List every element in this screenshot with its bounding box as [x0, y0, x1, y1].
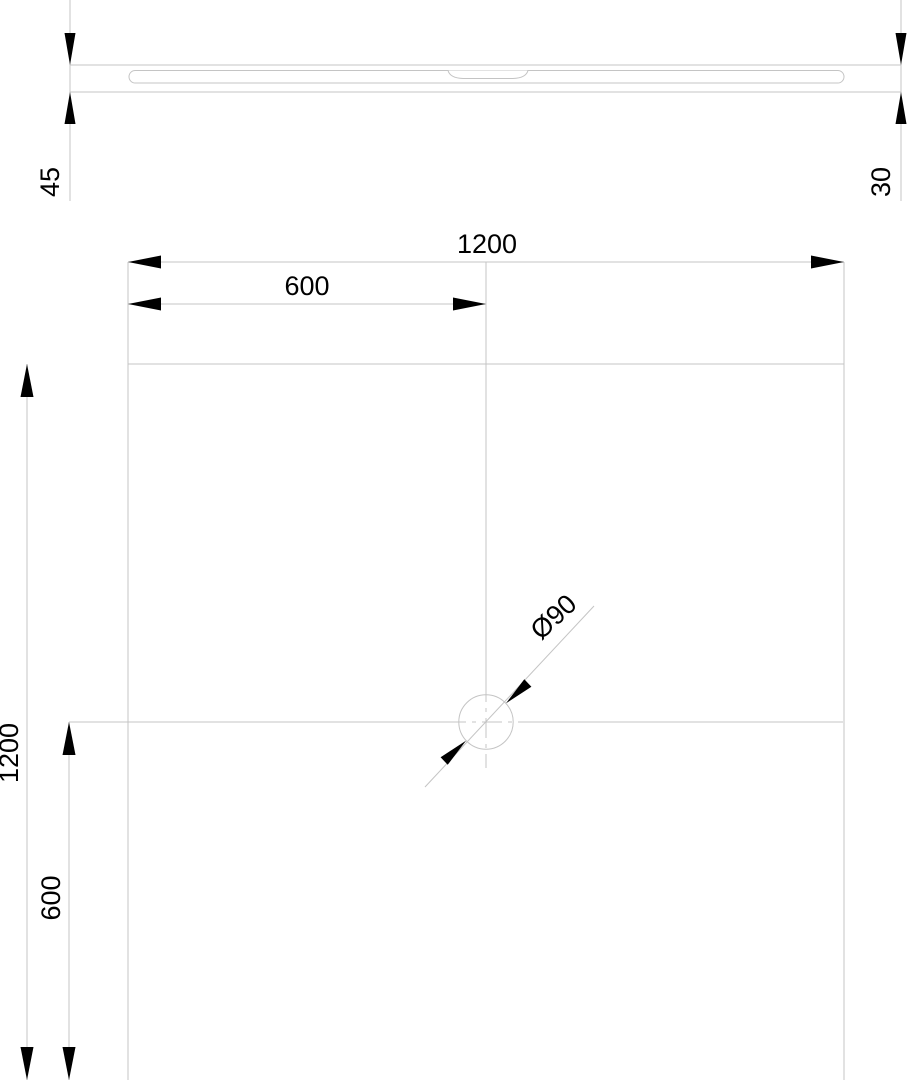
svg-text:1200: 1200: [0, 723, 24, 783]
svg-text:30: 30: [866, 167, 896, 197]
svg-text:45: 45: [35, 167, 65, 197]
svg-text:600: 600: [36, 875, 66, 920]
svg-text:1200: 1200: [457, 229, 517, 259]
svg-text:600: 600: [284, 271, 329, 301]
